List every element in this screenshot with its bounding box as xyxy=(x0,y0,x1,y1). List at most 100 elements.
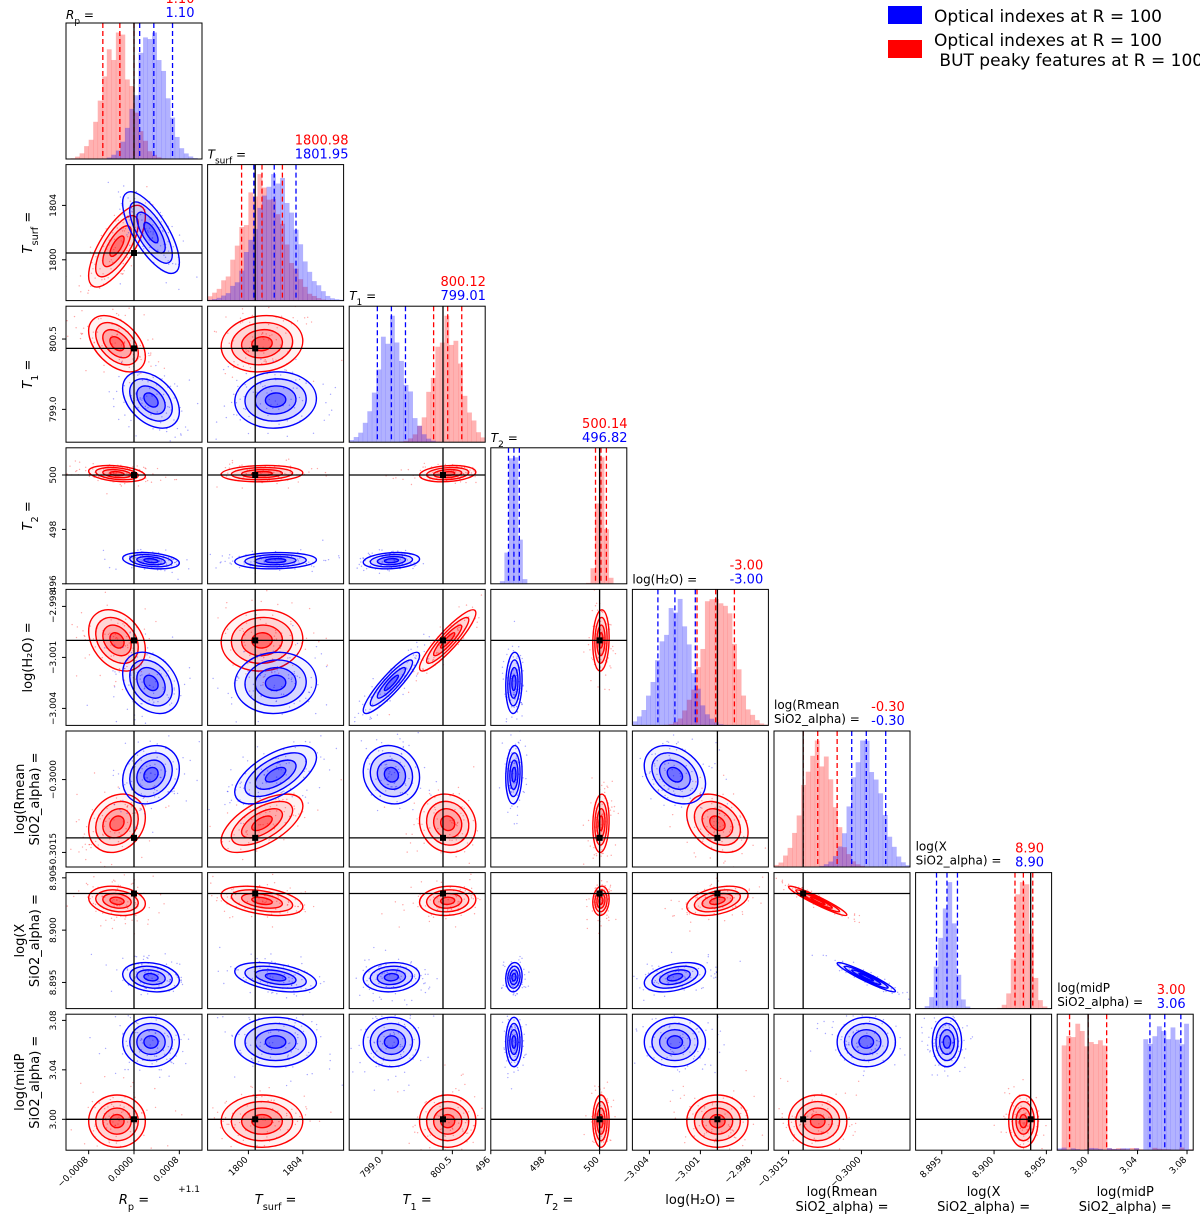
scatter-point-blue xyxy=(123,185,125,187)
scatter-point-blue xyxy=(180,1038,182,1041)
hist-bar-blue xyxy=(837,846,843,867)
scatter-point-blue xyxy=(295,379,297,381)
scatter-point-red xyxy=(609,665,611,667)
scatter-point-red xyxy=(781,882,784,884)
hist-bar-red xyxy=(476,432,481,443)
scatter-point-blue xyxy=(838,970,841,972)
hist-bar-red xyxy=(430,377,436,443)
scatter-point-red xyxy=(292,317,294,319)
scatter-point-red xyxy=(444,463,447,466)
hist-bar-red xyxy=(709,599,715,726)
scatter-point-blue xyxy=(141,703,143,705)
panel-content xyxy=(349,872,486,1009)
scatter-point-blue xyxy=(363,569,365,572)
hist-bar-red xyxy=(462,395,468,443)
y-tick-label: 496 xyxy=(49,575,59,592)
panel-4-3 xyxy=(490,588,628,726)
panel-frame xyxy=(490,588,628,726)
scatter-point-blue xyxy=(260,684,262,687)
scatter-point-red xyxy=(146,479,149,482)
hist-bar-red xyxy=(93,121,99,159)
scatter-point-blue xyxy=(119,196,122,198)
scatter-point-blue xyxy=(189,677,191,679)
scatter-point-blue xyxy=(227,692,229,695)
scatter-point-red xyxy=(601,852,603,855)
y-axis-label-2: T1 = xyxy=(21,360,41,389)
scatter-point-red xyxy=(150,1147,152,1149)
panel-content xyxy=(207,447,344,584)
scatter-point-red xyxy=(293,808,296,810)
scatter-point-blue xyxy=(273,686,275,689)
scatter-point-red xyxy=(124,667,126,670)
scatter-point-red xyxy=(265,811,267,814)
panel-6-5 xyxy=(773,872,911,1010)
scatter-point-blue xyxy=(297,652,299,654)
scatter-point-red xyxy=(463,851,466,853)
scatter-point-blue xyxy=(371,703,374,706)
scatter-point-red xyxy=(106,807,108,810)
scatter-point-red xyxy=(92,268,94,270)
scatter-point-blue xyxy=(647,972,650,974)
scatter-point-blue xyxy=(282,693,285,696)
scatter-point-red xyxy=(148,638,150,640)
scatter-point-red xyxy=(242,365,245,368)
scatter-point-blue xyxy=(293,670,295,673)
scatter-point-blue xyxy=(263,753,265,755)
scatter-point-blue xyxy=(131,567,133,569)
scatter-point-blue xyxy=(389,700,391,702)
scatter-point-blue xyxy=(154,773,156,776)
scatter-point-red xyxy=(285,459,288,461)
panel-5-4 xyxy=(631,730,769,868)
scatter-point-red xyxy=(106,604,108,606)
scatter-point-blue xyxy=(355,977,357,979)
scatter-point-blue xyxy=(691,738,694,740)
scatter-point-red xyxy=(312,905,315,908)
scatter-point-blue xyxy=(170,564,173,567)
scatter-point-blue xyxy=(384,692,386,695)
scatter-point-blue xyxy=(624,991,625,992)
scatter-point-blue xyxy=(114,1016,117,1018)
scatter-point-red xyxy=(853,914,856,916)
scatter-point-blue xyxy=(423,650,425,653)
scatter-point-red xyxy=(82,327,85,329)
scatter-point-blue xyxy=(316,752,319,754)
scatter-point-blue xyxy=(248,415,250,418)
scatter-point-blue xyxy=(127,1068,129,1071)
scatter-point-blue xyxy=(152,428,154,430)
scatter-point-red xyxy=(596,884,598,886)
scatter-point-red xyxy=(430,914,432,916)
scatter-point-blue xyxy=(379,693,381,695)
scatter-point-blue xyxy=(139,678,141,680)
scatter-point-red xyxy=(148,906,150,909)
scatter-point-blue xyxy=(122,979,124,982)
panel-frame xyxy=(207,305,345,443)
scatter-point-red xyxy=(97,479,99,482)
scatter-point-blue xyxy=(381,549,383,551)
scatter-point-red xyxy=(419,469,422,472)
scatter-point-red xyxy=(148,672,150,675)
scatter-point-red xyxy=(410,483,413,486)
y-tick-label: −2.998 xyxy=(49,589,59,623)
scatter-point-blue xyxy=(183,1034,185,1036)
truth-marker xyxy=(439,834,446,841)
scatter-point-blue xyxy=(410,562,412,565)
scatter-point-blue xyxy=(403,687,406,689)
scatter-point-blue xyxy=(421,977,424,980)
scatter-point-red xyxy=(118,358,121,361)
contour-blue-2 xyxy=(129,659,173,707)
scatter-point-red xyxy=(470,472,473,474)
scatter-point-red xyxy=(123,625,126,627)
scatter-point-red xyxy=(250,1085,252,1088)
scatter-point-red xyxy=(233,361,235,363)
scatter-point-blue xyxy=(371,686,373,688)
scatter-point-blue xyxy=(504,965,506,968)
scatter-point-blue xyxy=(281,1010,282,1011)
hist-bar-blue xyxy=(380,336,386,443)
scatter-point-red xyxy=(428,658,430,660)
hist-bar-blue xyxy=(371,392,377,443)
scatter-point-blue xyxy=(121,1053,124,1055)
scatter-point-blue xyxy=(519,654,522,657)
scatter-point-blue xyxy=(165,747,167,750)
scatter-point-blue xyxy=(172,246,174,248)
